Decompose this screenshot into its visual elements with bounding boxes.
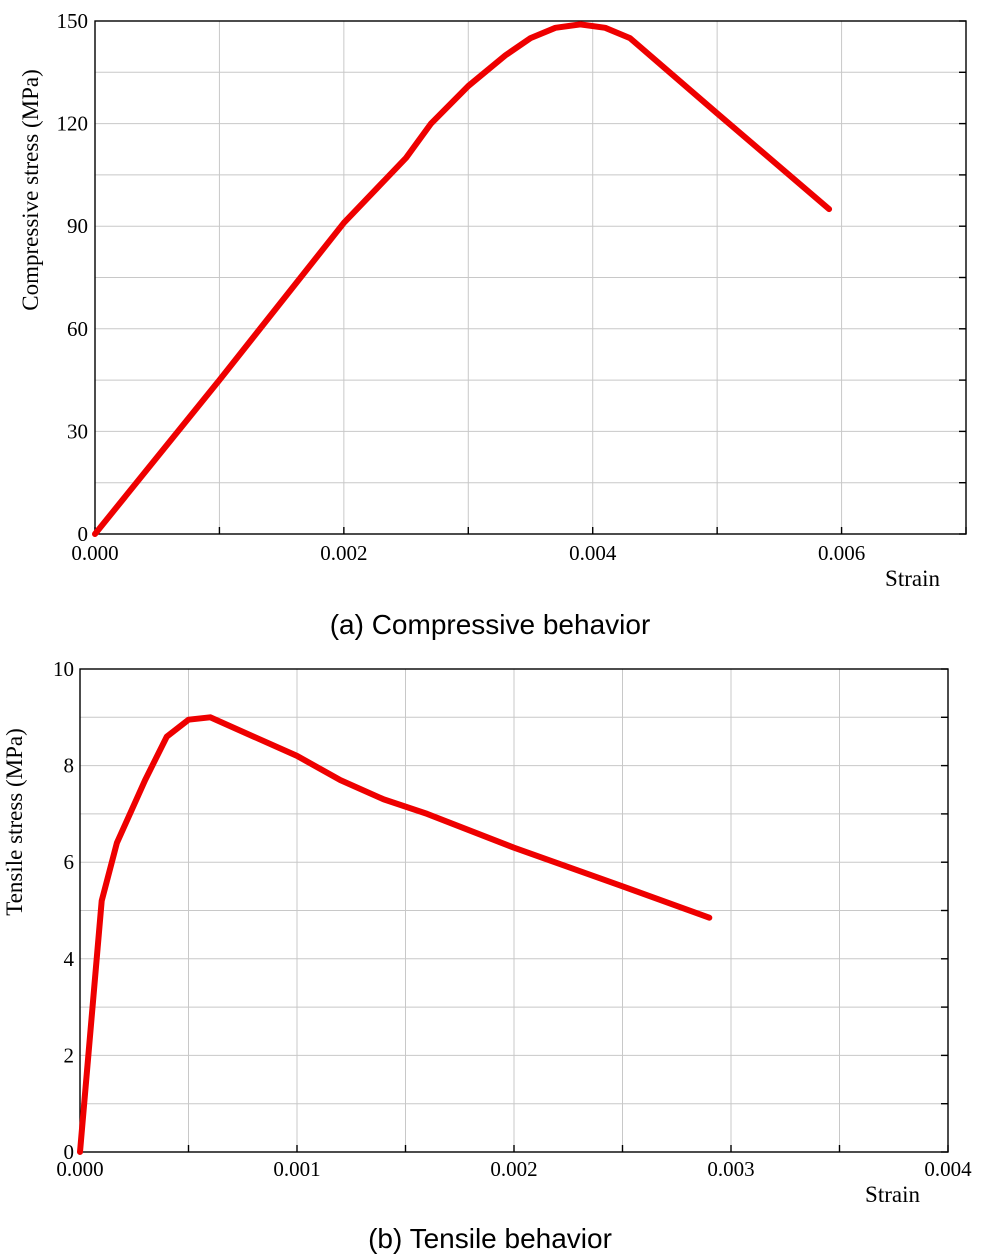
x-tick-label: 0.000 [71, 541, 118, 565]
x-tick-label: 0.003 [707, 1157, 754, 1181]
x-tick-label: 0.000 [56, 1157, 103, 1181]
chart-caption-a: (a) Compressive behavior [330, 609, 651, 640]
plot-frame [94, 20, 967, 535]
y-axis-label: Tensile stress (MPa) [2, 728, 27, 915]
y-tick-label: 0 [78, 522, 89, 546]
y-axis-label: Compressive stress (MPa) [18, 69, 43, 310]
y-tick-label: 90 [67, 214, 88, 238]
x-axis-label: Strain [885, 566, 940, 591]
y-tick-label: 2 [64, 1043, 75, 1067]
stress-strain-curve [92, 21, 833, 537]
x-axis-label: Strain [865, 1182, 920, 1207]
y-tick-label: 60 [67, 317, 88, 341]
x-tick-label: 0.004 [924, 1157, 972, 1181]
y-tick-label: 4 [64, 947, 75, 971]
stress-strain-curve [77, 714, 713, 1155]
tensile-chart: 0.000 0.001 0.002 0.003 0.004 0 2 4 6 8 10 Strain Te… [2, 657, 972, 1207]
y-tick-label: 10 [53, 657, 74, 681]
x-tick-label: 0.006 [818, 541, 865, 565]
y-tick-label: 30 [67, 419, 88, 443]
y-tick-label: 0 [64, 1140, 75, 1164]
chart-caption-b: (b) Tensile behavior [368, 1223, 612, 1254]
x-tick-label: 0.001 [273, 1157, 320, 1181]
compressive-chart: 0.000 0.002 0.004 0.006 0 30 60 90 120 150 Strain C… [18, 9, 967, 591]
x-tick-label: 0.002 [320, 541, 367, 565]
y-tick-label: 120 [57, 112, 89, 136]
y-tick-label: 6 [64, 850, 75, 874]
y-tick-label: 150 [57, 9, 89, 33]
y-tick-label: 8 [64, 754, 75, 778]
x-tick-label: 0.002 [490, 1157, 537, 1181]
x-tick-label: 0.004 [569, 541, 617, 565]
plot-frame [79, 668, 949, 1153]
